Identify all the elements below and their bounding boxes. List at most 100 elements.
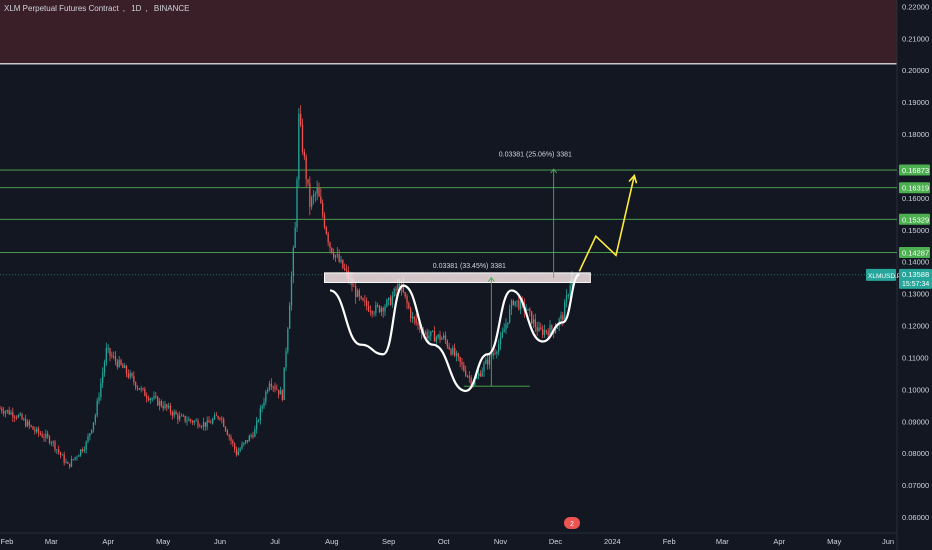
candle-body [529, 308, 531, 312]
x-tick-label: Dec [549, 537, 563, 546]
candle-body [151, 398, 153, 400]
candle-body [406, 296, 408, 304]
candle-body [259, 408, 261, 421]
candle-body [428, 335, 430, 339]
candle-body [14, 417, 16, 419]
projection-arrow[interactable] [578, 175, 636, 272]
x-tick-label: Nov [494, 537, 508, 546]
candle-body [171, 412, 173, 416]
candle-body [87, 436, 89, 442]
candle-body [283, 367, 285, 400]
candle-body [254, 429, 256, 437]
candle-body [122, 364, 124, 369]
candle-body [6, 410, 8, 412]
symbol-tag [866, 268, 896, 281]
candle-body [100, 383, 102, 397]
candle-body [323, 215, 326, 228]
y-tick-label: 0.13000 [902, 290, 929, 299]
x-tick-label: Apr [102, 537, 114, 546]
candle-body [287, 328, 289, 352]
candle-body [74, 457, 76, 460]
candle-body [329, 242, 331, 248]
candle-body [246, 440, 249, 442]
candle-body [455, 353, 458, 356]
candle-body [369, 310, 371, 312]
candle-body [547, 331, 549, 336]
candle-body [435, 337, 437, 342]
candle-body [48, 436, 51, 443]
candle-body [21, 414, 23, 420]
candle-body [28, 421, 30, 426]
candle-body [81, 449, 84, 451]
candle-body [380, 307, 382, 312]
events-badge[interactable] [564, 517, 580, 529]
candle-body [47, 433, 49, 437]
candle-body [476, 376, 478, 379]
candle-body [257, 420, 260, 422]
y-tick-label: 0.16000 [902, 194, 929, 203]
candle-body [136, 387, 139, 389]
candle-body [270, 383, 272, 387]
y-tick-label: 0.21000 [902, 34, 929, 43]
candle-body [234, 443, 236, 450]
candle-body [285, 351, 287, 368]
candle-body [373, 313, 375, 314]
candle-body [289, 305, 291, 329]
y-tick-label: 0.22000 [902, 2, 929, 11]
candle-body [107, 348, 109, 349]
candle-body [384, 306, 386, 312]
candle-body [292, 247, 294, 277]
candle-body [388, 297, 390, 300]
candle-body [179, 416, 181, 420]
level-tag-0 [899, 164, 930, 176]
candle-body [402, 284, 404, 293]
candle-body [567, 295, 569, 297]
candle-body [419, 324, 421, 330]
candle-body [131, 373, 133, 377]
candle-body [208, 420, 210, 423]
candle-body [454, 347, 456, 356]
candle-body [34, 429, 36, 432]
candle-body [499, 337, 502, 345]
candle-body [162, 406, 164, 409]
candle-body [503, 329, 505, 333]
candle-body [102, 372, 104, 384]
candle-body [327, 233, 329, 243]
candle-body [168, 405, 170, 408]
resistance-zone [0, 0, 897, 64]
candle-body [305, 156, 307, 180]
candle-body [180, 415, 183, 417]
candle-body [549, 325, 551, 336]
candle-body [395, 288, 397, 291]
y-tick-label: 0.15000 [902, 226, 929, 235]
candle-body [432, 331, 434, 333]
candle-body [477, 373, 480, 377]
candle-body [52, 441, 54, 443]
candle-body [78, 455, 80, 457]
y-tick-label: 0.12000 [902, 322, 929, 331]
candle-body [8, 410, 10, 415]
candle-body [210, 422, 212, 424]
level-tag-1 [899, 182, 930, 194]
candle-body [268, 383, 271, 390]
candle-body [393, 288, 395, 296]
level-tag-2 [899, 213, 930, 225]
candle-body [69, 463, 71, 467]
candle-body [67, 462, 69, 464]
candle-body [140, 388, 142, 390]
candle-body [514, 301, 516, 305]
candle-body [417, 323, 419, 325]
candle-body [542, 328, 544, 335]
candle-body [193, 420, 195, 423]
candle-body [342, 259, 344, 269]
candle-body [250, 435, 252, 437]
candle-body [333, 253, 335, 258]
candle-body [382, 307, 384, 312]
candle-body [375, 305, 377, 314]
neckline-box[interactable] [324, 272, 591, 283]
candle-body [23, 419, 25, 420]
double-bottom-pattern-curve[interactable] [329, 273, 580, 393]
candle-body [184, 415, 186, 422]
